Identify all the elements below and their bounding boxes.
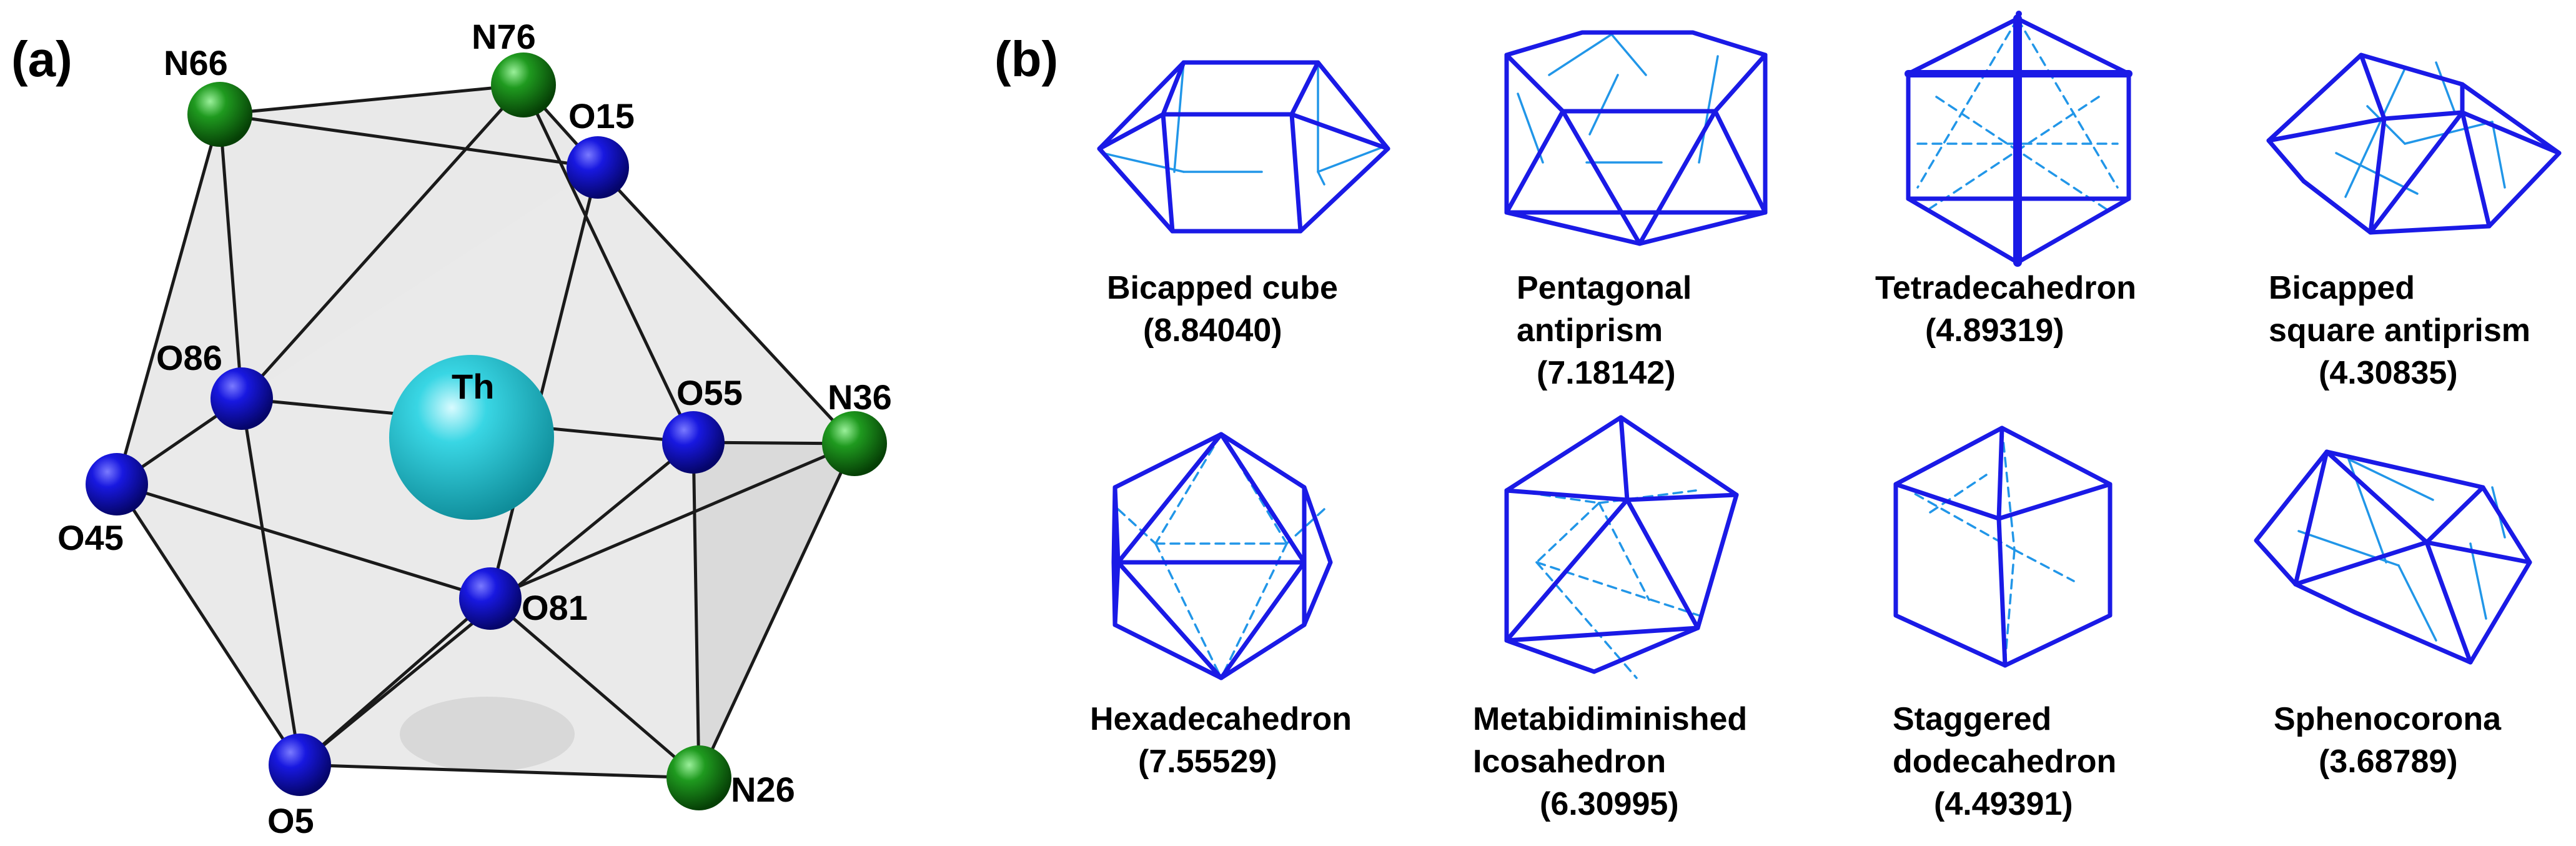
caption-sphenocorona: Sphenocorona (3.68789) — [2274, 701, 2502, 780]
atom-N26: N26 — [666, 745, 795, 810]
oxygen-sphere — [211, 367, 273, 430]
caption-name-line-1: Staggered — [1893, 701, 2051, 737]
atom-label-O81: O81 — [522, 588, 588, 627]
caption-value: (8.84040) — [1143, 312, 1282, 349]
nitrogen-sphere — [491, 52, 556, 117]
oxygen-sphere — [86, 453, 148, 515]
atom-label-O15: O15 — [568, 96, 635, 136]
caption-tetradecahedron: Tetradecahedron (4.89319) — [1875, 270, 2136, 349]
panel-b-letter: (b) — [994, 31, 1058, 87]
nitrogen-sphere — [822, 411, 887, 476]
nitrogen-sphere — [187, 82, 252, 147]
panel-a-letter: (a) — [11, 31, 72, 87]
nitrogen-sphere — [666, 745, 731, 810]
oxygen-sphere — [459, 567, 522, 630]
caption-metabidiminished-icosahedron: Metabidiminished Icosahedron (6.30995) — [1473, 701, 1747, 822]
polyhedron-staggered-dodecahedron — [1893, 425, 2113, 668]
caption-value: (4.89319) — [1925, 312, 2064, 349]
oxygen-sphere — [567, 136, 629, 199]
atom-label-N36: N36 — [828, 377, 892, 417]
polyhedron-metabidiminished-icosahedron — [1504, 415, 1739, 679]
polyhedron-bicapped-cube — [1097, 60, 1390, 234]
caption-name-line-1: Bicapped — [2269, 270, 2415, 306]
atom-label-N26: N26 — [731, 770, 795, 809]
atom-label-N66: N66 — [164, 43, 228, 82]
atom-label-O5: O5 — [267, 801, 314, 840]
polyhedron-tetradecahedron — [1905, 11, 2133, 267]
caption-name-line-2: dodecahedron — [1893, 744, 2116, 780]
atom-N76: N76 — [472, 17, 556, 117]
atom-O5: O5 — [267, 734, 331, 840]
caption-value: (4.30835) — [2319, 355, 2458, 391]
caption-name-line-1: Pentagonal — [1517, 270, 1692, 306]
atom-N66: N66 — [164, 43, 252, 147]
polyhedron-shadow — [400, 697, 575, 772]
caption-value: (7.18142) — [1537, 355, 1676, 391]
caption-name-line-1: Tetradecahedron — [1875, 270, 2136, 306]
oxygen-sphere — [269, 734, 331, 796]
caption-bicapped-cube: Bicapped cube (8.84040) — [1107, 270, 1338, 349]
atom-O55: O55 — [662, 373, 743, 474]
caption-name-line-2: antiprism — [1517, 312, 1663, 349]
caption-name-line-1: Sphenocorona — [2274, 701, 2502, 737]
atom-label-O55: O55 — [676, 373, 743, 412]
polyhedron-hexadecahedron — [1111, 432, 1333, 680]
panel-a: (a) — [11, 17, 892, 840]
th-sphere — [389, 355, 554, 520]
atom-O15: O15 — [567, 96, 635, 199]
polyhedron-sphenocorona — [2254, 449, 2532, 665]
caption-value: (6.30995) — [1540, 786, 1679, 822]
atom-label-N76: N76 — [472, 17, 536, 56]
oxygen-sphere — [662, 411, 725, 474]
th-label: Th — [452, 367, 494, 406]
atom-O86: O86 — [156, 338, 273, 430]
caption-name-line-1: Bicapped cube — [1107, 270, 1338, 306]
caption-name-line-2: Icosahedron — [1473, 744, 1666, 780]
polyhedron-pentagonal-antiprism — [1504, 30, 1768, 246]
caption-staggered-dodecahedron: Staggered dodecahedron (4.49391) — [1893, 701, 2116, 822]
atom-O45: O45 — [57, 453, 148, 557]
atom-label-O86: O86 — [156, 338, 222, 377]
caption-pentagonal-antiprism: Pentagonal antiprism (7.18142) — [1517, 270, 1692, 391]
polyhedron-face-right — [693, 442, 855, 778]
atom-O81: O81 — [459, 567, 588, 630]
atom-label-O45: O45 — [57, 518, 124, 557]
panel-b: (b) — [994, 11, 2562, 822]
polyhedron-bicapped-square-antiprism — [2266, 52, 2562, 235]
thorium-atom: Th — [389, 355, 554, 520]
bonds — [115, 83, 856, 780]
caption-value: (7.55529) — [1138, 744, 1277, 780]
atom-N36: N36 — [822, 377, 892, 476]
caption-value: (3.68789) — [2319, 744, 2458, 780]
caption-hexadecahedron: Hexadecahedron (7.55529) — [1090, 701, 1352, 780]
caption-name-line-1: Hexadecahedron — [1090, 701, 1352, 737]
caption-name-line-2: square antiprism — [2269, 312, 2530, 349]
caption-bicapped-square-antiprism: Bicapped square antiprism (4.30835) — [2269, 270, 2530, 391]
caption-value: (4.49391) — [1934, 786, 2073, 822]
caption-name-line-1: Metabidiminished — [1473, 701, 1747, 737]
